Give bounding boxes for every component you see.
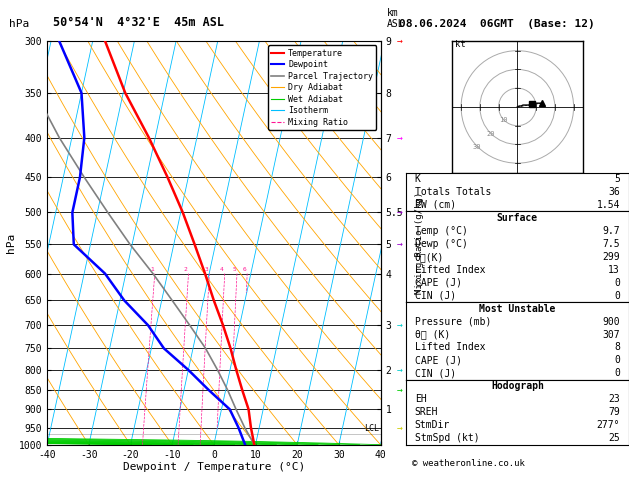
X-axis label: Dewpoint / Temperature (°C): Dewpoint / Temperature (°C) (123, 462, 305, 472)
Text: →: → (396, 365, 402, 375)
Text: 30: 30 (472, 144, 481, 150)
Text: →: → (396, 422, 402, 433)
Text: CIN (J): CIN (J) (415, 291, 456, 301)
Text: Most Unstable: Most Unstable (479, 304, 555, 313)
Text: 1: 1 (150, 267, 154, 272)
Text: CAPE (J): CAPE (J) (415, 355, 462, 365)
Text: 25: 25 (608, 433, 620, 443)
Text: 6: 6 (243, 267, 247, 272)
Text: © weatheronline.co.uk: © weatheronline.co.uk (412, 459, 525, 469)
Text: →: → (396, 36, 402, 46)
Text: 900: 900 (603, 316, 620, 327)
Text: →: → (396, 208, 402, 217)
Text: 08.06.2024  06GMT  (Base: 12): 08.06.2024 06GMT (Base: 12) (399, 19, 595, 29)
Text: StmDir: StmDir (415, 420, 450, 430)
Text: SREH: SREH (415, 407, 438, 417)
Text: 3: 3 (205, 267, 209, 272)
Text: Hodograph: Hodograph (491, 382, 544, 391)
Text: hPa: hPa (9, 19, 30, 29)
Text: θᴘ (K): θᴘ (K) (415, 330, 450, 340)
Text: →: → (396, 320, 402, 330)
Text: 7.5: 7.5 (603, 239, 620, 249)
Text: Dewp (°C): Dewp (°C) (415, 239, 467, 249)
Text: 307: 307 (603, 330, 620, 340)
Text: 0: 0 (614, 291, 620, 301)
Text: 79: 79 (608, 407, 620, 417)
Text: 2: 2 (184, 267, 187, 272)
Text: 8: 8 (614, 343, 620, 352)
Text: Totals Totals: Totals Totals (415, 187, 491, 197)
Text: →: → (396, 240, 402, 249)
Text: →: → (396, 385, 402, 395)
Text: Lifted Index: Lifted Index (415, 343, 485, 352)
Text: 36: 36 (608, 187, 620, 197)
Text: 10: 10 (499, 118, 508, 123)
Text: 1.54: 1.54 (596, 200, 620, 210)
Text: 0: 0 (614, 355, 620, 365)
Text: Surface: Surface (497, 213, 538, 223)
Text: Mixing Ratio (g/kg): Mixing Ratio (g/kg) (415, 192, 424, 294)
Text: 277°: 277° (596, 420, 620, 430)
Legend: Temperature, Dewpoint, Parcel Trajectory, Dry Adiabat, Wet Adiabat, Isotherm, Mi: Temperature, Dewpoint, Parcel Trajectory… (268, 46, 376, 130)
Text: Temp (°C): Temp (°C) (415, 226, 467, 236)
Text: 13: 13 (608, 265, 620, 275)
Text: →: → (396, 133, 402, 143)
Text: km
ASL: km ASL (387, 8, 404, 29)
Y-axis label: hPa: hPa (6, 233, 16, 253)
Text: 0: 0 (614, 368, 620, 379)
Text: 23: 23 (608, 394, 620, 404)
Text: kt: kt (455, 40, 466, 49)
Text: 4: 4 (220, 267, 224, 272)
Text: 20: 20 (486, 131, 494, 137)
Text: 0: 0 (614, 278, 620, 288)
Text: PW (cm): PW (cm) (415, 200, 456, 210)
Text: CAPE (J): CAPE (J) (415, 278, 462, 288)
Text: 9.7: 9.7 (603, 226, 620, 236)
Text: LCL: LCL (364, 424, 379, 434)
Text: 5: 5 (232, 267, 236, 272)
Text: CIN (J): CIN (J) (415, 368, 456, 379)
Text: K: K (415, 174, 421, 184)
Text: StmSpd (kt): StmSpd (kt) (415, 433, 479, 443)
Text: EH: EH (415, 394, 426, 404)
Text: Pressure (mb): Pressure (mb) (415, 316, 491, 327)
Text: 299: 299 (603, 252, 620, 262)
Text: θᴘ(K): θᴘ(K) (415, 252, 444, 262)
Text: Lifted Index: Lifted Index (415, 265, 485, 275)
Text: 50°54'N  4°32'E  45m ASL: 50°54'N 4°32'E 45m ASL (53, 16, 225, 29)
Text: 5: 5 (614, 174, 620, 184)
